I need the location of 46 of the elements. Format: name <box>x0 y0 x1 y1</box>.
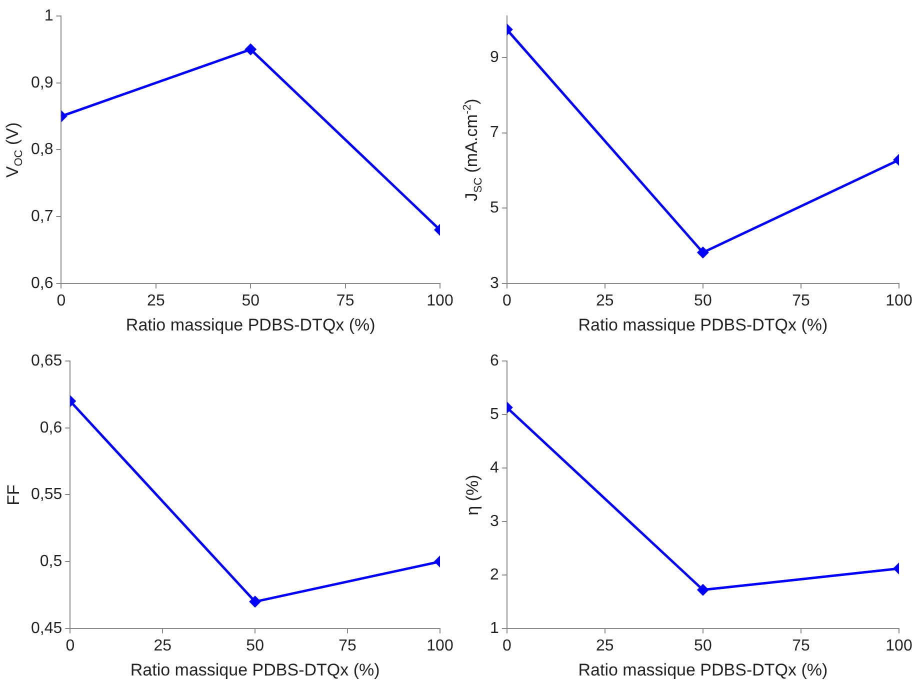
x-tick-label: 100 <box>886 637 912 654</box>
y-tick-label: 2 <box>490 566 499 584</box>
y-tick-label: 0,6 <box>30 274 54 292</box>
x-tick-label: 75 <box>792 637 810 654</box>
y-tick-label: 0,9 <box>30 74 54 92</box>
y-tick-label: 3 <box>490 274 499 292</box>
y-tick-label: 0,55 <box>31 486 62 504</box>
x-tick-label: 25 <box>154 637 172 654</box>
x-tick-label: 75 <box>338 637 357 654</box>
x-tick-label: 50 <box>694 292 712 310</box>
y-tick-label: 0,45 <box>31 620 62 637</box>
y-tick-label: 9 <box>490 48 499 66</box>
y-tick-label: 3 <box>490 512 499 530</box>
y-tick-label: 1 <box>490 620 499 637</box>
x-tick-label: 75 <box>336 292 354 310</box>
x-axis-title: Ratio massique PDBS-DTQx (%) <box>130 660 380 680</box>
y-tick-label: 1 <box>44 7 54 24</box>
y-tick-label: 7 <box>490 124 499 142</box>
y-tick-label: 4 <box>490 459 499 476</box>
x-tick-label: 25 <box>596 292 614 310</box>
y-axis-title: η (%) <box>463 474 483 516</box>
x-tick-label: 100 <box>426 637 454 654</box>
y-tick-label: 5 <box>490 406 499 423</box>
x-tick-label: 50 <box>246 637 264 654</box>
y-tick-label: 0,7 <box>30 208 54 225</box>
x-tick-label: 25 <box>147 292 165 310</box>
x-axis-title: Ratio massique PDBS-DTQx (%) <box>578 660 828 680</box>
x-tick-label: 0 <box>66 637 75 654</box>
x-axis-title: Ratio massique PDBS-DTQx (%) <box>578 315 828 334</box>
x-tick-label: 25 <box>596 637 614 654</box>
y-tick-label: 5 <box>490 199 499 216</box>
y-axis-title: FF <box>4 484 24 506</box>
x-tick-label: 100 <box>886 292 912 310</box>
x-tick-label: 0 <box>502 292 512 310</box>
y-tick-label: 0,5 <box>40 552 62 570</box>
x-tick-label: 100 <box>426 292 454 310</box>
x-tick-label: 75 <box>792 292 810 310</box>
y-tick-label: 0,65 <box>31 352 62 370</box>
x-tick-label: 0 <box>502 637 512 654</box>
y-tick-label: 0,8 <box>30 141 54 158</box>
x-tick-label: 50 <box>694 637 712 654</box>
x-tick-label: 50 <box>242 292 260 310</box>
x-tick-label: 0 <box>56 292 66 310</box>
y-tick-label: 0,6 <box>40 419 62 436</box>
x-axis-title: Ratio massique PDBS-DTQx (%) <box>126 315 376 334</box>
y-tick-label: 6 <box>490 352 499 370</box>
